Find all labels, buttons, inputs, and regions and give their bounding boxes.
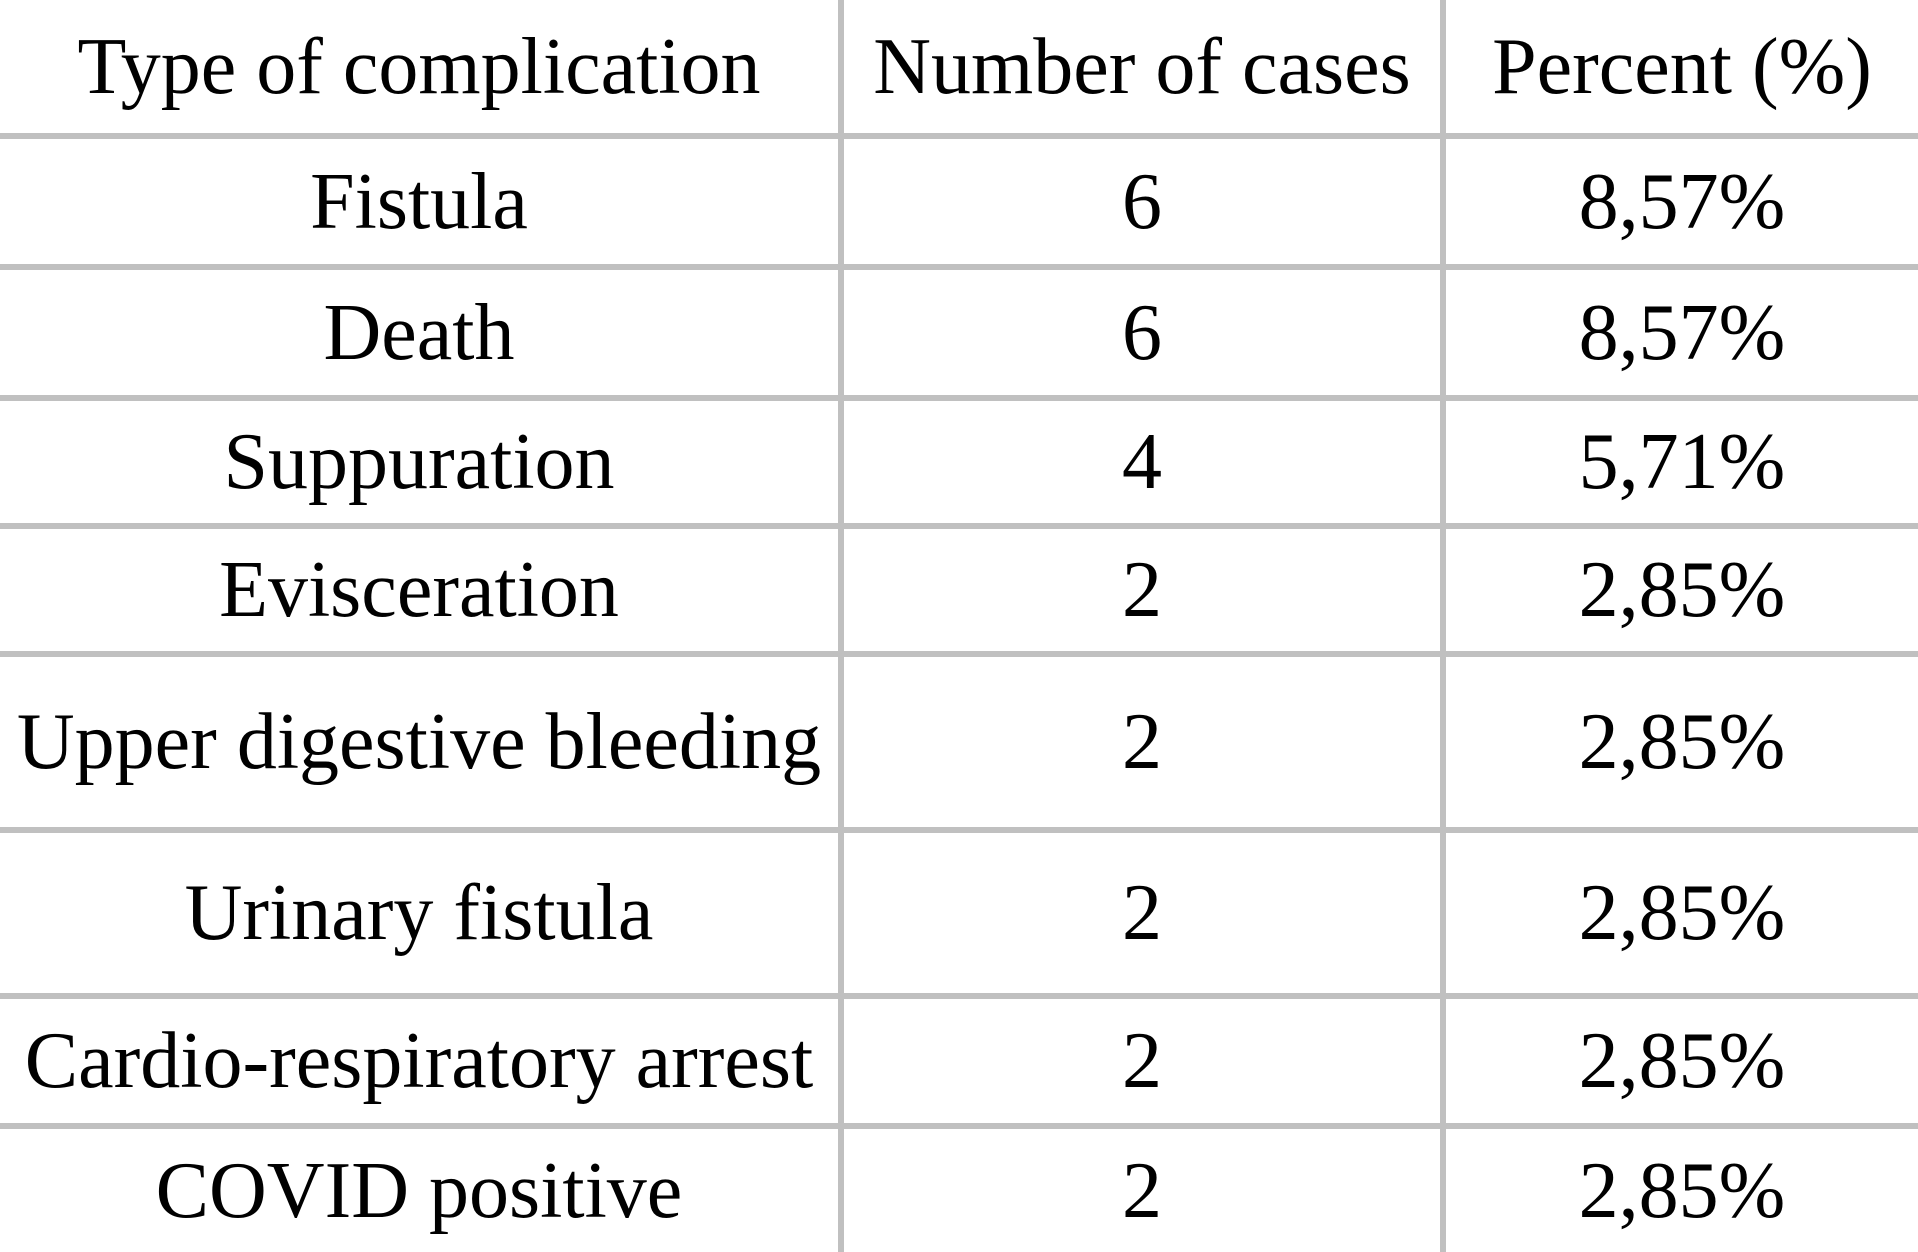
cell-complication-type: COVID positive (0, 1129, 838, 1252)
cell-number-of-cases: 2 (844, 833, 1440, 993)
cell-percent: 2,85% (1446, 1129, 1918, 1252)
cell-complication-type: Cardio-respiratory arrest (0, 999, 838, 1123)
cell-complication-type: Evisceration (0, 529, 838, 651)
cell-percent: 8,57% (1446, 139, 1918, 264)
cell-percent: 2,85% (1446, 529, 1918, 651)
cell-percent: 2,85% (1446, 657, 1918, 827)
cell-percent: 8,57% (1446, 270, 1918, 395)
cell-complication-type: Urinary fistula (0, 833, 838, 993)
cell-number-of-cases: 6 (844, 270, 1440, 395)
cell-percent: 5,71% (1446, 401, 1918, 523)
cell-complication-type: Suppuration (0, 401, 838, 523)
cell-complication-type: Fistula (0, 139, 838, 264)
header-cell-type: Type of complication (0, 0, 838, 133)
cell-number-of-cases: 2 (844, 999, 1440, 1123)
header-cell-cases: Number of cases (844, 0, 1440, 133)
header-cell-percent: Percent (%) (1446, 0, 1918, 133)
cell-number-of-cases: 2 (844, 529, 1440, 651)
cell-number-of-cases: 2 (844, 657, 1440, 827)
cell-complication-type: Upper digestive bleeding (0, 657, 838, 827)
cell-complication-type: Death (0, 270, 838, 395)
cell-percent: 2,85% (1446, 833, 1918, 993)
cell-number-of-cases: 4 (844, 401, 1440, 523)
cell-number-of-cases: 6 (844, 139, 1440, 264)
cell-percent: 2,85% (1446, 999, 1918, 1123)
cell-number-of-cases: 2 (844, 1129, 1440, 1252)
